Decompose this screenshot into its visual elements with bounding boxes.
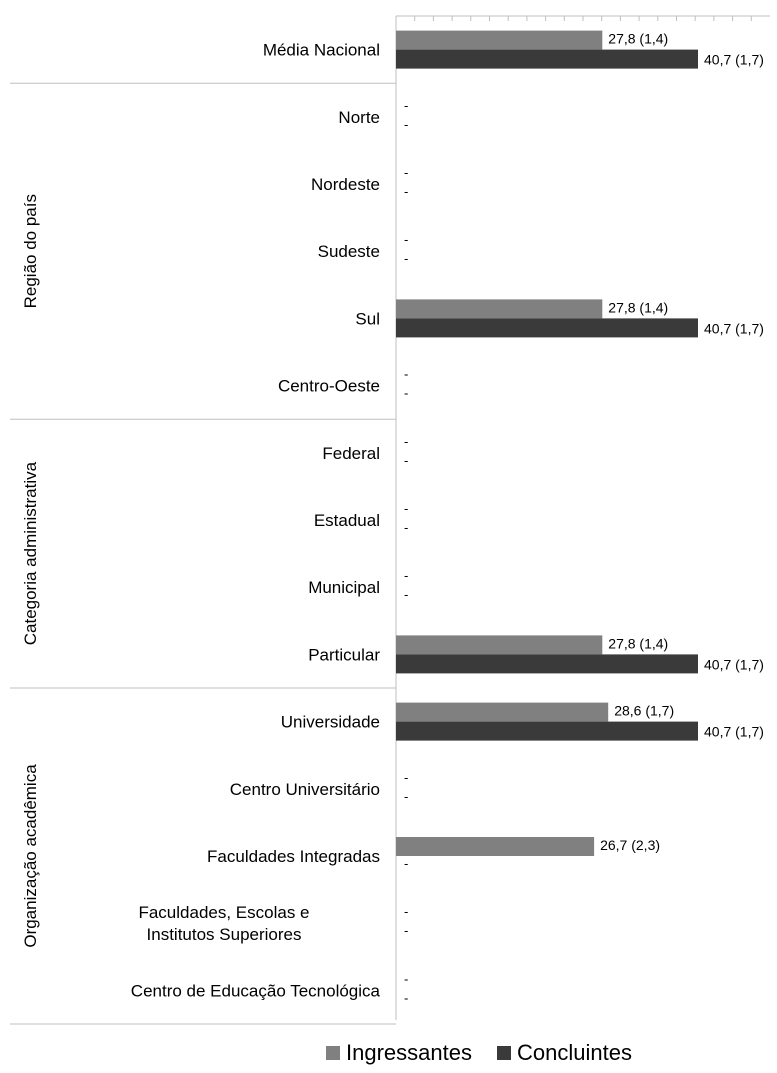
- category-label: Centro Universitário: [230, 780, 380, 799]
- data-label: -: [404, 453, 408, 468]
- legend-label: Concluintes: [517, 1040, 632, 1065]
- data-label: -: [404, 971, 408, 986]
- category-label: Municipal: [308, 578, 380, 597]
- bar-concluintes: [396, 318, 698, 338]
- data-label: 27,8 (1,4): [608, 299, 668, 315]
- group-label: Organização acadêmica: [21, 764, 40, 948]
- bar-concluintes: [396, 49, 698, 69]
- category-label: Sul: [355, 309, 380, 328]
- data-label: 40,7 (1,7): [704, 724, 764, 740]
- data-label: 26,7 (2,3): [600, 837, 660, 853]
- data-label: -: [404, 923, 408, 938]
- category-label: Federal: [322, 444, 380, 463]
- category-label: Nordeste: [311, 175, 380, 194]
- data-label: -: [404, 98, 408, 113]
- category-label: Centro-Oeste: [278, 377, 380, 396]
- data-label: -: [404, 856, 408, 871]
- group-label: Categoria administrativa: [21, 461, 40, 645]
- data-label: -: [404, 184, 408, 199]
- data-label: 27,8 (1,4): [608, 635, 668, 651]
- data-label: -: [404, 251, 408, 266]
- data-label: -: [404, 386, 408, 401]
- bar-ingressantes: [396, 837, 595, 856]
- category-label: Particular: [308, 645, 380, 664]
- data-label: -: [404, 520, 408, 535]
- data-label: -: [404, 367, 408, 382]
- legend-swatch-ingressantes: [326, 1046, 340, 1060]
- data-label: -: [404, 789, 408, 804]
- data-label: -: [404, 165, 408, 180]
- category-label: Faculdades Integradas: [207, 847, 380, 866]
- data-label: -: [404, 568, 408, 583]
- category-label: Norte: [338, 108, 380, 127]
- group-label: Região do país: [21, 194, 40, 308]
- legend-label: Ingressantes: [346, 1040, 472, 1065]
- data-label: -: [404, 232, 408, 247]
- bar-ingressantes: [396, 299, 603, 319]
- data-label: 27,8 (1,4): [608, 31, 668, 47]
- data-label: 40,7 (1,7): [704, 52, 764, 68]
- category-label: Institutos Superiores: [147, 925, 302, 944]
- category-label: Média Nacional: [263, 41, 380, 60]
- bar-concluintes: [396, 654, 698, 674]
- category-label: Estadual: [314, 511, 380, 530]
- category-label: Universidade: [281, 713, 380, 732]
- data-label: 40,7 (1,7): [704, 320, 764, 336]
- data-label: -: [404, 990, 408, 1005]
- data-label: -: [404, 501, 408, 516]
- data-label: -: [404, 587, 408, 602]
- category-label: Centro de Educação Tecnológica: [131, 981, 381, 1000]
- bar-ingressantes: [396, 635, 603, 655]
- data-label: -: [404, 117, 408, 132]
- category-label: Faculdades, Escolas e: [138, 903, 309, 922]
- bar-concluintes: [396, 721, 698, 741]
- data-label: 28,6 (1,7): [614, 703, 674, 719]
- category-label: Sudeste: [318, 242, 380, 261]
- data-label: -: [404, 434, 408, 449]
- bar-ingressantes: [396, 702, 609, 722]
- legend-swatch-concluintes: [497, 1046, 511, 1060]
- data-label: -: [404, 770, 408, 785]
- bar-ingressantes: [396, 30, 603, 50]
- data-label: -: [404, 904, 408, 919]
- data-label: 40,7 (1,7): [704, 656, 764, 672]
